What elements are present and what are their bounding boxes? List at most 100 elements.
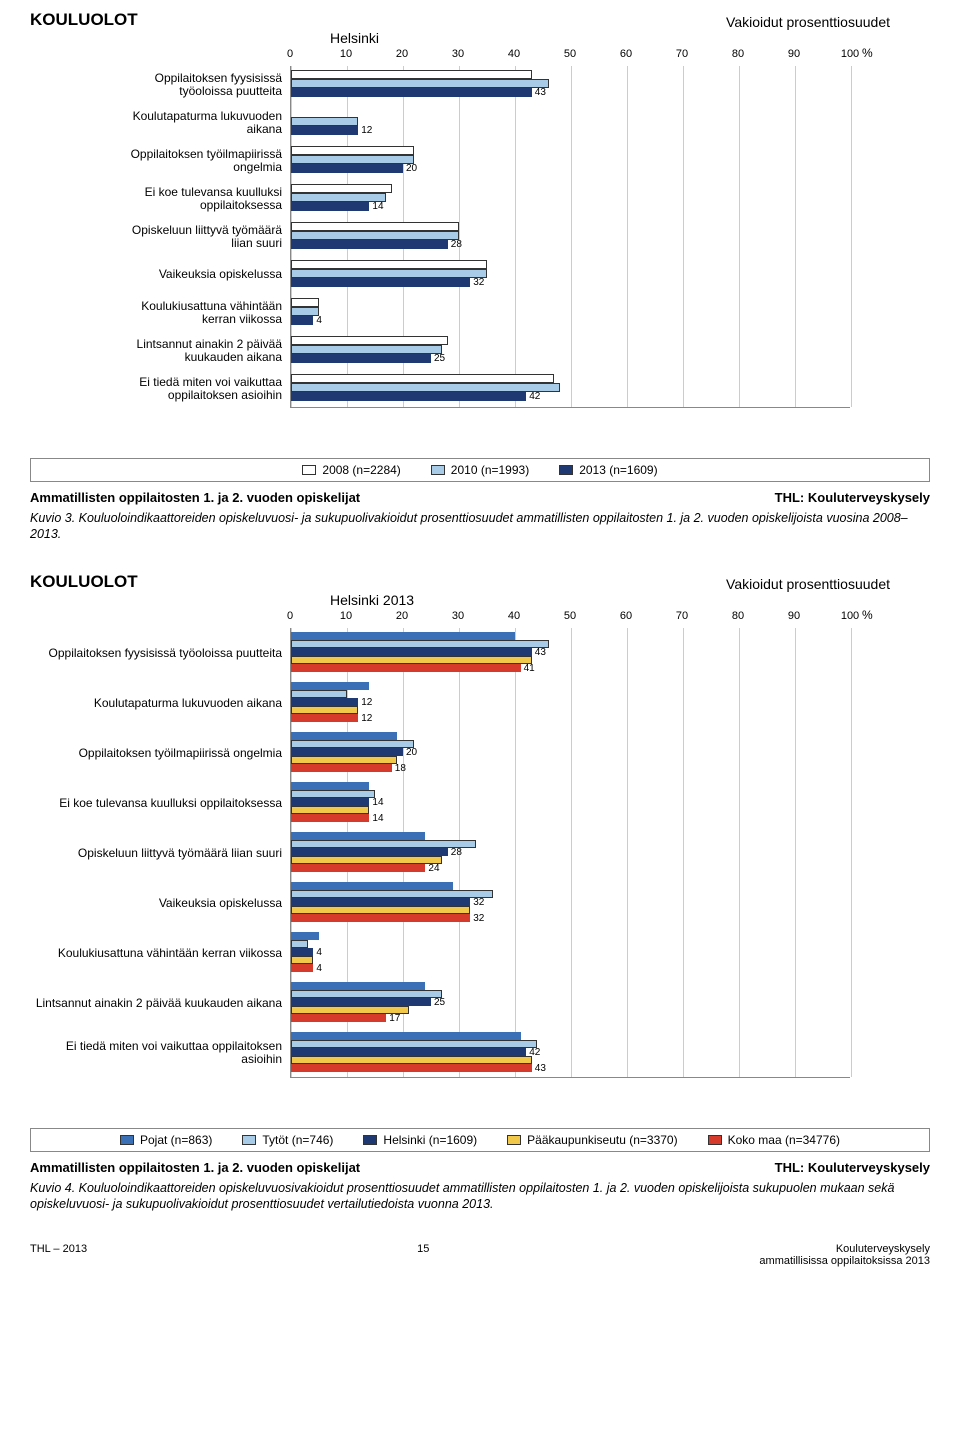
chart1-value-label: 43	[535, 87, 546, 98]
chart2-bar	[291, 690, 347, 698]
chart1-xtick: 20	[396, 48, 408, 60]
chart1-bar	[291, 345, 442, 354]
chart1-bar	[291, 70, 532, 79]
chart2-bar	[291, 932, 319, 940]
chart2-bar	[291, 1040, 537, 1048]
chart2-value-label: 14	[372, 797, 383, 808]
chart2-value-label: 32	[473, 913, 484, 924]
chart1-bar	[291, 88, 532, 97]
chart2-plot: Oppilaitoksen fyysisissä työoloissa puut…	[30, 628, 930, 1102]
chart2-bar	[291, 682, 369, 690]
chart2-bar	[291, 1014, 386, 1022]
chart2-bar	[291, 806, 369, 814]
chart1-bar	[291, 392, 526, 401]
chart2-ylabel: Lintsannut ainakin 2 päivää kuukauden ai…	[30, 978, 290, 1028]
chart2-bar	[291, 782, 369, 790]
chart1-value-label: 25	[434, 353, 445, 364]
chart2-bar	[291, 740, 414, 748]
chart1-xtick: 40	[508, 48, 520, 60]
chart2-bar	[291, 848, 448, 856]
chart1-footer-right: THL: Kouluterveyskysely	[775, 490, 930, 505]
chart2-caption: Kuvio 4. Kouluoloindikaattoreiden opiske…	[30, 1181, 930, 1212]
chart1-bar	[291, 222, 459, 231]
chart2-ylabel: Ei koe tulevansa kuulluksi oppilaitokses…	[30, 778, 290, 828]
chart1-value-label: 14	[372, 201, 383, 212]
page-root: KOULUOLOT Vakioidut prosenttiosuudet Hel…	[0, 0, 960, 1287]
chart2-value-label: 14	[372, 813, 383, 824]
chart2-xtick: 20	[396, 610, 408, 622]
chart2-ylabel: Koulukiusattuna vähintään kerran viikoss…	[30, 928, 290, 978]
chart1-xtick: 0	[287, 48, 293, 60]
chart1-xtick: 90	[788, 48, 800, 60]
chart2-legend-item: Tytöt (n=746)	[242, 1133, 333, 1147]
chart2-value-label: 43	[535, 1063, 546, 1074]
chart2-xtick: 40	[508, 610, 520, 622]
chart2-bar	[291, 898, 470, 906]
chart2-xtick: 50	[564, 610, 576, 622]
chart1-subtitle-center: Helsinki	[330, 30, 379, 46]
chart2-bar	[291, 914, 470, 922]
chart1-value-label: 42	[529, 391, 540, 402]
chart2-bar	[291, 964, 313, 972]
chart2-bar	[291, 906, 470, 914]
chart1-xtick: 70	[676, 48, 688, 60]
chart2-value-label: 41	[524, 663, 535, 674]
chart1-value-label: 4	[316, 315, 322, 326]
chart2-value-label: 43	[535, 647, 546, 658]
chart2-xtick: 60	[620, 610, 632, 622]
chart1-bar	[291, 117, 358, 126]
chart1-ylabel: Lintsannut ainakin 2 päivääkuukauden aik…	[30, 332, 290, 370]
chart2-legend: Pojat (n=863)Tytöt (n=746)Helsinki (n=16…	[30, 1128, 930, 1152]
page-footer: THL – 2013 15 Kouluterveyskysely ammatil…	[30, 1243, 930, 1267]
chart1-pct: %	[862, 46, 873, 60]
chart2-value-label: 4	[316, 963, 322, 974]
chart1-title: KOULUOLOT	[30, 10, 138, 30]
chart2-bar	[291, 1032, 521, 1040]
chart1-bar	[291, 278, 470, 287]
chart1-footer: Ammatillisten oppilaitosten 1. ja 2. vuo…	[30, 490, 930, 505]
chart1-plot: Oppilaitoksen fyysisissätyöoloissa puutt…	[30, 66, 930, 432]
chart2-legend-item: Helsinki (n=1609)	[363, 1133, 477, 1147]
chart1-bar	[291, 126, 358, 135]
chart2-value-label: 20	[406, 747, 417, 758]
chart1-ylabel: Ei tiedä miten voi vaikuttaaoppilaitokse…	[30, 370, 290, 408]
chart2-value-label: 25	[434, 997, 445, 1008]
chart1-value-label: 32	[473, 277, 484, 288]
chart2-ylabel: Opiskeluun liittyvä työmäärä liian suuri	[30, 828, 290, 878]
chart1-bar	[291, 146, 414, 155]
chart1-ylabel: Oppilaitoksen fyysisissätyöoloissa puutt…	[30, 66, 290, 104]
chart2-bar	[291, 640, 549, 648]
chart1-bar	[291, 155, 414, 164]
chart2-bar	[291, 706, 358, 714]
chart2-bar	[291, 1056, 532, 1064]
chart1-bar	[291, 202, 369, 211]
chart1-bar	[291, 231, 459, 240]
chart2-bar	[291, 956, 313, 964]
chart2-value-label: 24	[428, 863, 439, 874]
chart1-footer-left: Ammatillisten oppilaitosten 1. ja 2. vuo…	[30, 490, 360, 505]
chart1-ylabel: Vaikeuksia opiskelussa	[30, 256, 290, 294]
chart1-xtick: 80	[732, 48, 744, 60]
chart2-bar	[291, 732, 397, 740]
chart2-bar	[291, 882, 453, 890]
page-footer-left: THL – 2013	[30, 1243, 87, 1267]
chart1-ylabel: Opiskeluun liittyvä työmääräliian suuri	[30, 218, 290, 256]
chart1-bar	[291, 164, 403, 173]
chart2-value-label: 42	[529, 1047, 540, 1058]
chart1-xtick: 50	[564, 48, 576, 60]
chart2-ylabel: Oppilaitoksen työilmapiirissä ongelmia	[30, 728, 290, 778]
chart1-header: KOULUOLOT Vakioidut prosenttiosuudet Hel…	[30, 10, 930, 36]
chart2-ylabel: Ei tiedä miten voi vaikuttaa oppilaitoks…	[30, 1028, 290, 1078]
chart2-bar	[291, 940, 308, 948]
chart2-bar	[291, 798, 369, 806]
chart2-bar	[291, 648, 532, 656]
chart1-xtick: 30	[452, 48, 464, 60]
chart2-bar	[291, 864, 425, 872]
chart2-bar	[291, 856, 442, 864]
chart1-bar	[291, 184, 392, 193]
chart1-ylabel: Ei koe tulevansa kuulluksioppilaitoksess…	[30, 180, 290, 218]
chart1-legend-item: 2010 (n=1993)	[431, 463, 529, 477]
chart2-bar	[291, 832, 425, 840]
chart2-legend-item: Koko maa (n=34776)	[708, 1133, 840, 1147]
chart2-ylabel: Vaikeuksia opiskelussa	[30, 878, 290, 928]
